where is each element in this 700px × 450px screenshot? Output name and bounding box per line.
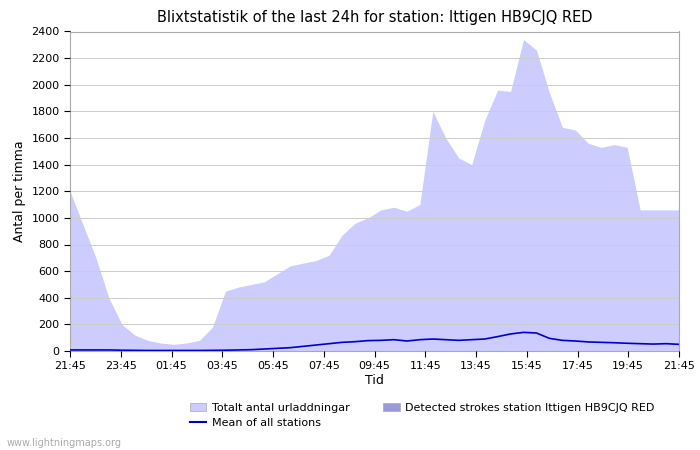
Y-axis label: Antal per timma: Antal per timma	[13, 140, 26, 242]
Title: Blixtstatistik of the last 24h for station: Ittigen HB9CJQ RED: Blixtstatistik of the last 24h for stati…	[157, 10, 592, 25]
Text: www.lightningmaps.org: www.lightningmaps.org	[7, 438, 122, 448]
X-axis label: Tid: Tid	[365, 374, 384, 387]
Legend: Totalt antal urladdningar, Mean of all stations, Detected strokes station Ittige: Totalt antal urladdningar, Mean of all s…	[186, 398, 659, 432]
